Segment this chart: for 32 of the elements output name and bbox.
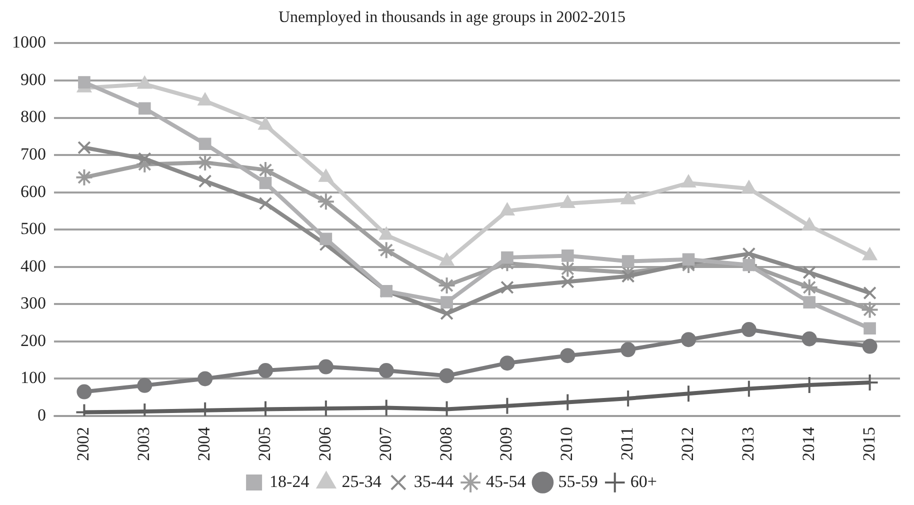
y-tick-label: 300 (20, 294, 46, 313)
legend-label: 45-54 (486, 472, 526, 491)
x-tick-label: 2005 (254, 427, 274, 461)
y-tick-label: 800 (20, 107, 46, 126)
x-tick-label: 2014 (798, 426, 818, 461)
y-tick-label: 400 (20, 256, 46, 276)
y-tick-label: 100 (20, 368, 46, 388)
y-tick-label: 200 (20, 330, 46, 350)
x-tick-label: 2011 (618, 427, 637, 460)
y-tick-label: 500 (20, 219, 46, 238)
legend-label: 25-34 (342, 472, 382, 491)
legend-label: 18-24 (270, 472, 310, 491)
y-tick-label: 0 (38, 405, 46, 424)
x-tick-label: 2015 (859, 427, 878, 461)
x-tick-label: 2009 (496, 427, 516, 461)
x-tick-label: 2004 (194, 426, 214, 461)
x-tick-label: 2003 (134, 427, 154, 461)
x-tick-label: 2008 (436, 427, 456, 461)
y-tick-label: 700 (20, 144, 46, 164)
x-tick-label: 2013 (738, 427, 758, 461)
x-tick-label: 2007 (376, 426, 395, 461)
legend-label: 35-44 (414, 472, 454, 491)
x-tick-label: 2010 (557, 427, 576, 461)
x-tick-label: 2006 (315, 427, 334, 461)
y-tick-label: 1000 (12, 32, 46, 52)
x-tick-label: 2002 (74, 427, 93, 461)
y-tick-label: 600 (20, 182, 46, 201)
y-tick-label: 900 (20, 70, 46, 89)
legend-label: 55-59 (558, 472, 598, 491)
chart-title: Unemployed in thousands in age groups in 2002-2015 (278, 8, 626, 26)
legend-label: 60+ (630, 472, 657, 491)
x-tick-label: 2012 (678, 427, 697, 461)
